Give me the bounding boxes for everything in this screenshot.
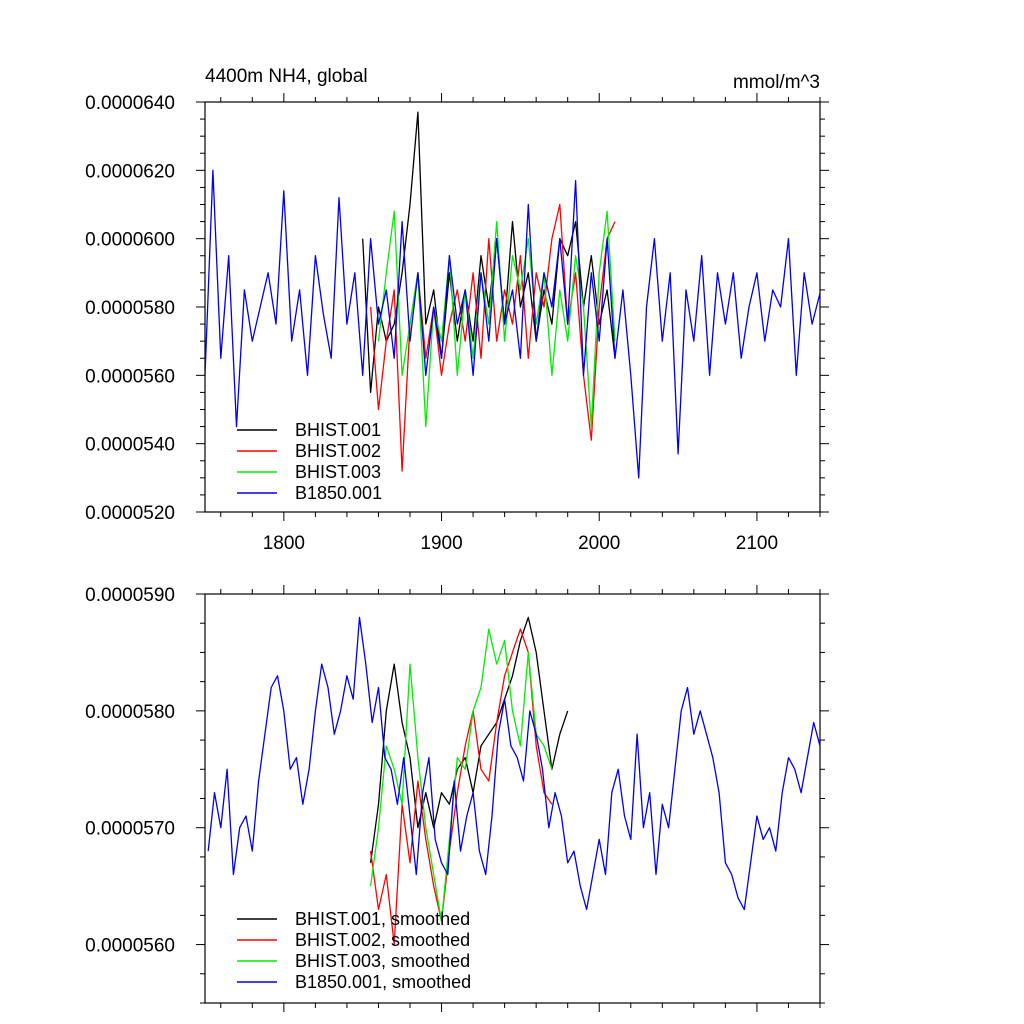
bottom-series-line-1 <box>369 616 569 863</box>
top-legend-label: B1850.001 <box>295 483 382 503</box>
top-legend-label: BHIST.001 <box>295 420 381 440</box>
bottom-series-line-3 <box>369 628 553 922</box>
top-y-tick-label: 0.0000580 <box>85 298 175 319</box>
top-y-tick-label: 0.0000540 <box>85 435 175 456</box>
bottom-legend-label: BHIST.003, smoothed <box>295 951 470 971</box>
top-y-tick-label: 0.0000600 <box>85 230 175 251</box>
top-panel-title: 4400m NH4, global <box>205 66 368 87</box>
bottom-legend-label: B1850.001, smoothed <box>295 972 471 992</box>
bottom-series-line-4 <box>207 616 820 911</box>
top-panel-units-label: mmol/m^3 <box>733 72 820 93</box>
top-x-tick-label: 1900 <box>420 533 462 554</box>
top-y-tick-label: 0.0000620 <box>85 161 175 182</box>
top-x-tick-label: 2100 <box>736 533 778 554</box>
top-y-tick-label: 0.0000520 <box>85 503 175 524</box>
bottom-y-tick-label: 0.0000580 <box>85 702 175 723</box>
top-series-line-4 <box>205 169 820 479</box>
bottom-y-tick-label: 0.0000560 <box>85 936 175 957</box>
top-y-tick-label: 0.0000560 <box>85 366 175 387</box>
top-panel: 4400m NH4, global mmol/m^3 1800 1900 2000 2… <box>85 66 829 554</box>
bottom-legend-label: BHIST.002, smoothed <box>295 930 470 950</box>
bottom-series-line-2 <box>369 628 553 946</box>
top-legend-label: BHIST.003 <box>295 462 381 482</box>
bottom-y-tick-label: 0.0000570 <box>85 819 175 840</box>
bottom-legend-label: BHIST.001, smoothed <box>295 909 470 929</box>
top-y-tick-label: 0.0000640 <box>85 93 175 114</box>
bottom-y-tick-label: 0.0000590 <box>85 585 175 606</box>
top-legend-label: BHIST.002 <box>295 441 381 461</box>
bottom-panel: 0.0000560 0.0000570 0.0000580 0.0000590 BHIS… <box>85 585 829 1012</box>
top-x-tick-label: 2000 <box>578 533 620 554</box>
top-x-tick-label: 1800 <box>263 533 305 554</box>
